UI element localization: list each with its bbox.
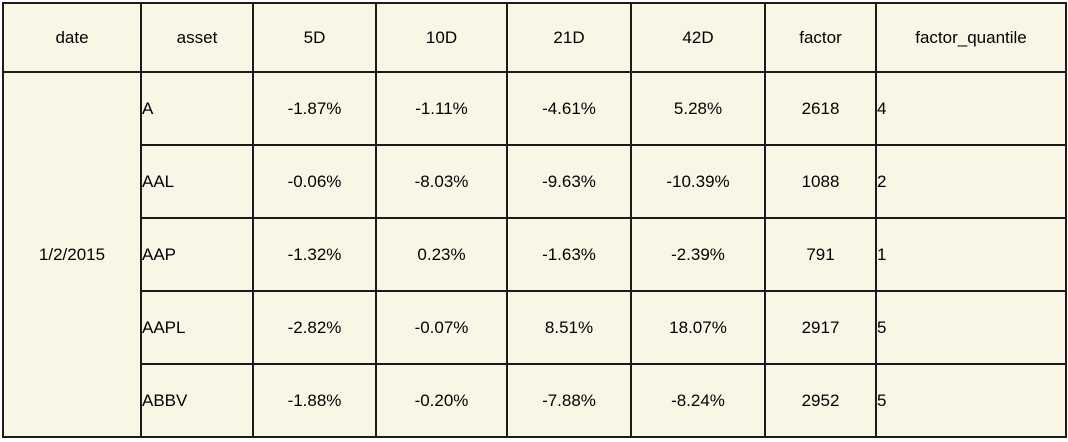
date-cell: 1/2/2015 [2,71,142,438]
cell-5d: -1.87% [252,71,377,146]
cell-10d: -0.07% [375,290,508,365]
cell-5d: -1.32% [252,217,377,292]
cell-factor-quantile: 5 [875,363,1067,438]
cell-factor-quantile: 2 [875,144,1067,219]
table-row: AAPL -2.82% -0.07% 8.51% 18.07% 2917 5 [3,290,1067,365]
table-row: 1/2/2015 A -1.87% -1.11% -4.61% 5.28% 26… [2,71,1067,438]
header-5d: 5D [252,2,377,73]
cell-factor-quantile: 4 [875,71,1067,146]
header-row: date asset 5D 10D 21D 42D factor factor_… [2,2,1067,73]
cell-asset: A [140,71,254,146]
cell-factor: 2917 [764,290,877,365]
cell-factor: 1088 [764,144,877,219]
cell-factor: 791 [764,217,877,292]
cell-10d: -8.03% [375,144,508,219]
cell-asset: AAL [140,144,254,219]
cell-21d: 8.51% [506,290,632,365]
cell-21d: -7.88% [506,363,632,438]
header-factor-quantile: factor_quantile [875,2,1067,73]
header-10d: 10D [375,2,508,73]
cell-21d: -9.63% [506,144,632,219]
cell-42d: 18.07% [630,290,766,365]
cell-factor-quantile: 1 [875,217,1067,292]
cell-10d: -1.11% [375,71,508,146]
cell-21d: -1.63% [506,217,632,292]
cell-21d: -4.61% [506,71,632,146]
cell-factor: 2618 [764,71,877,146]
header-42d: 42D [630,2,766,73]
table-row: ABBV -1.88% -0.20% -7.88% -8.24% 2952 5 [3,363,1067,438]
table-row: AAL -0.06% -8.03% -9.63% -10.39% 1088 2 [3,144,1067,219]
table-row: AAP -1.32% 0.23% -1.63% -2.39% 791 1 [3,217,1067,292]
header-asset: asset [140,2,254,73]
cell-10d: 0.23% [375,217,508,292]
header-date: date [2,2,142,73]
cell-asset: ABBV [140,363,254,438]
cell-asset: AAP [140,217,254,292]
cell-42d: -8.24% [630,363,766,438]
cell-10d: -0.20% [375,363,508,438]
cell-asset: AAPL [140,290,254,365]
cell-factor: 2952 [764,363,877,438]
cell-42d: -10.39% [630,144,766,219]
cell-5d: -0.06% [252,144,377,219]
cell-5d: -1.88% [252,363,377,438]
cell-42d: -2.39% [630,217,766,292]
header-factor: factor [764,2,877,73]
cell-5d: -2.82% [252,290,377,365]
cell-factor-quantile: 5 [875,290,1067,365]
header-21d: 21D [506,2,632,73]
cell-42d: 5.28% [630,71,766,146]
